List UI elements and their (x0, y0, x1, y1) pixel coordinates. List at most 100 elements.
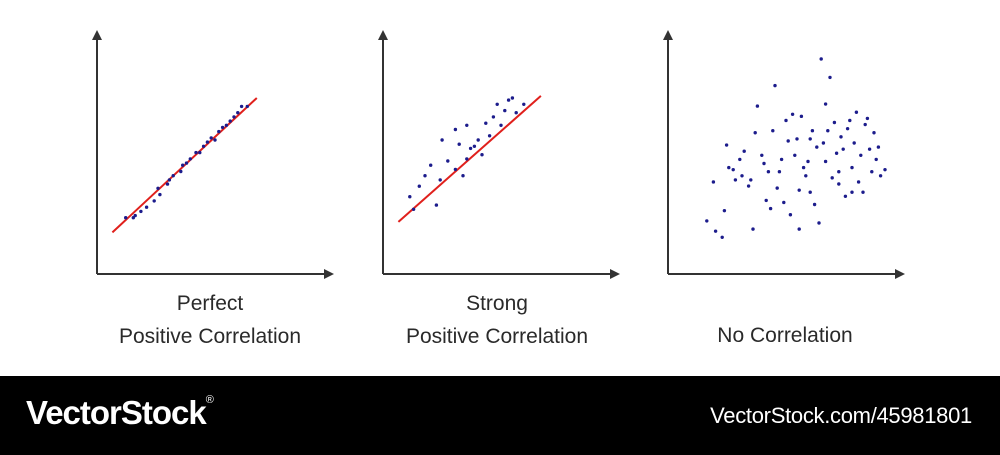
data-point (837, 170, 841, 174)
data-point (771, 129, 775, 133)
data-point (506, 98, 511, 102)
data-point (742, 149, 746, 153)
data-point (834, 151, 839, 155)
data-point (753, 131, 757, 135)
data-point (764, 198, 768, 203)
data-point (453, 127, 458, 132)
data-point (826, 129, 830, 133)
data-point (839, 135, 843, 139)
data-point (795, 137, 799, 141)
data-point (738, 157, 742, 162)
data-point (179, 169, 183, 174)
data-point (156, 186, 160, 190)
data-point (152, 199, 156, 203)
data-point (782, 200, 786, 205)
data-point (139, 209, 143, 214)
data-point (465, 123, 469, 128)
data-point (815, 145, 819, 149)
data-point (133, 213, 137, 218)
chart-no-correlation (663, 30, 905, 279)
data-point (220, 125, 225, 130)
data-point (408, 195, 412, 199)
data-point (865, 116, 870, 121)
data-point (859, 153, 863, 157)
data-point (861, 190, 865, 194)
data-point (777, 170, 782, 174)
data-point (883, 167, 887, 172)
caption-line: Positive Correlation (118, 325, 302, 348)
caption-perfect-positive: Perfect Positive Correlation (60, 287, 360, 353)
image-id-link[interactable]: VectorStock.com/45981801 (710, 403, 972, 428)
data-point (874, 157, 878, 162)
data-point (245, 104, 249, 109)
footer-bar: VectorStock® VectorStock.com/45981801 (0, 376, 1000, 455)
data-point (821, 141, 826, 145)
registered-mark: ® (205, 394, 214, 406)
data-point (705, 219, 709, 223)
data-point (224, 123, 229, 128)
data-point (863, 122, 867, 127)
caption-line: No Correlation (717, 324, 853, 347)
data-point (429, 163, 433, 167)
data-point (239, 104, 244, 109)
data-point (808, 137, 812, 141)
data-point (522, 102, 526, 107)
data-point (205, 140, 210, 144)
data-point (773, 83, 777, 88)
data-point (830, 176, 834, 180)
data-point (808, 190, 812, 194)
data-point (731, 167, 735, 172)
data-point (837, 182, 841, 186)
data-point (876, 145, 881, 149)
vectorstock-logo[interactable]: VectorStock® (26, 394, 214, 432)
data-point (499, 123, 503, 128)
data-point (171, 174, 175, 178)
logo-text: VectorStock (26, 394, 207, 431)
data-point (740, 174, 744, 178)
data-point (823, 102, 828, 106)
data-point (711, 180, 716, 184)
data-point (514, 111, 518, 115)
data-point (843, 194, 848, 198)
data-point (760, 153, 764, 157)
data-point (768, 206, 773, 211)
data-point (812, 202, 817, 207)
data-point (165, 182, 170, 186)
data-point (181, 163, 185, 167)
caption-no-correlation: No Correlation (635, 319, 935, 352)
data-point (852, 141, 856, 145)
data-point (786, 139, 790, 143)
data-point (184, 161, 189, 165)
data-point (746, 184, 751, 188)
data-point (867, 147, 872, 151)
data-point (749, 178, 753, 182)
data-point (806, 159, 810, 164)
trend-line (397, 95, 542, 223)
correlation-charts (92, 30, 905, 279)
data-point (872, 131, 876, 135)
data-point (194, 150, 198, 155)
data-point (438, 178, 442, 182)
data-point (766, 170, 771, 174)
data-point (188, 157, 192, 161)
data-point (799, 114, 804, 119)
data-point (878, 174, 883, 178)
data-point (144, 205, 149, 209)
data-point (870, 170, 874, 174)
data-point (751, 227, 755, 231)
data-point (167, 178, 172, 182)
data-point (417, 184, 421, 188)
data-point (217, 129, 221, 134)
data-point (491, 115, 496, 119)
data-point (801, 165, 806, 170)
data-point (797, 188, 801, 192)
data-point (480, 153, 484, 157)
data-point (856, 180, 861, 184)
data-point (510, 96, 515, 100)
data-point (819, 57, 823, 61)
data-point (484, 121, 488, 125)
data-point (209, 136, 213, 140)
data-point (817, 221, 821, 225)
data-point (468, 146, 473, 151)
data-point (790, 112, 795, 117)
